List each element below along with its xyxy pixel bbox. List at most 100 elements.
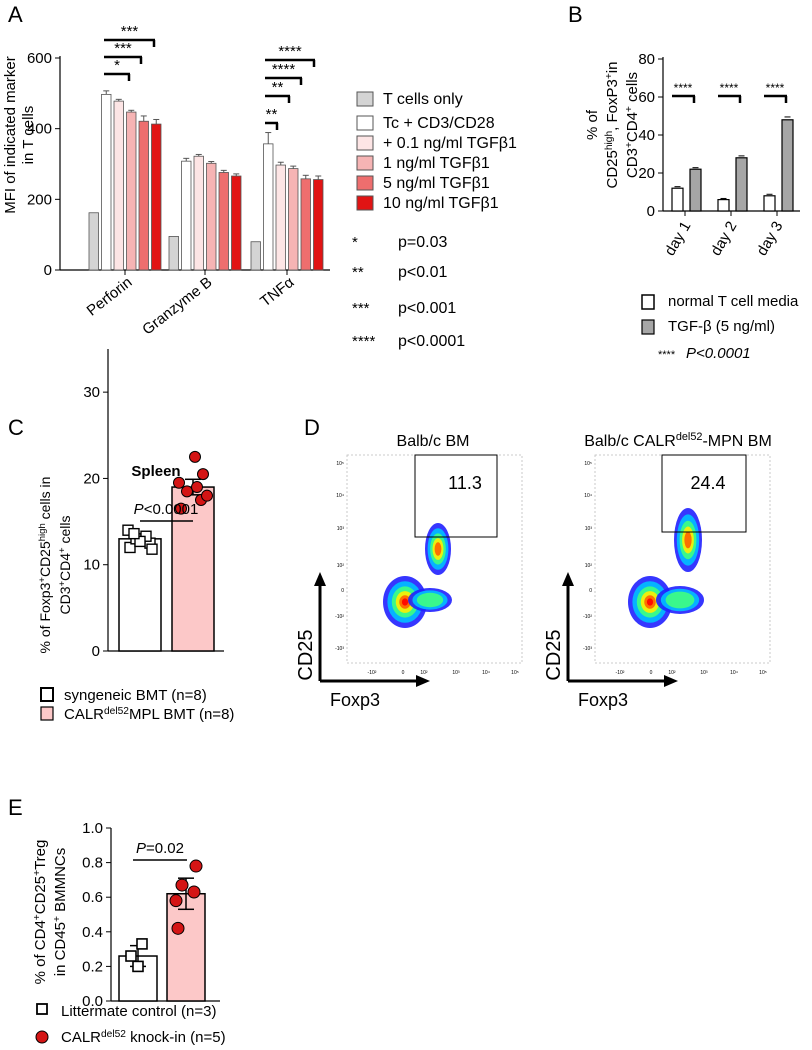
d-y-tick-label: 0 <box>341 588 344 594</box>
a-legend-swatch <box>356 91 374 107</box>
c-data-point <box>191 481 203 494</box>
c-y-tick-label: 20 <box>83 470 100 487</box>
panel-label-c: C <box>8 415 24 440</box>
c-y-label-1: % of Foxp3+CD25high cells in <box>37 477 54 654</box>
a-y-tick-label: 600 <box>27 50 52 67</box>
a-x-tick-label: Granzyme B <box>139 274 215 339</box>
c-y-tick-label: 0 <box>92 643 100 660</box>
c-y-tick-label: 30 <box>83 384 100 401</box>
b-legend-swatch <box>641 319 655 335</box>
d-density-contour <box>665 591 695 609</box>
panel-label-d: D <box>304 415 320 440</box>
a-pvalue-key-stars: **** <box>352 333 376 350</box>
a-legend-label: Tc + CD3/CD28 <box>383 115 495 132</box>
e-data-point <box>169 894 183 908</box>
d-y-tick-label: 10³ <box>585 526 593 532</box>
a-legend-swatch <box>356 175 374 191</box>
b-y-label-2: CD25high, FoxP3+in <box>604 62 622 189</box>
d-x-tick-label: 0 <box>650 670 653 676</box>
a-significance-stars: ** <box>272 79 284 96</box>
e-legend-marker <box>35 1030 49 1044</box>
a-pvalue-key-stars: *** <box>352 300 370 317</box>
c-data-point <box>124 541 136 554</box>
a-bar <box>126 111 137 271</box>
e-legend-label: Littermate control (n=3) <box>61 1003 217 1020</box>
d-x-tick-label: 10⁴ <box>730 670 738 676</box>
c-bar <box>171 486 215 652</box>
d-x-tick-label: 10³ <box>700 670 708 676</box>
b-y-tick-label: 20 <box>638 165 655 182</box>
a-pvalue-key-text: p<0.0001 <box>398 333 465 350</box>
a-legend-label: 5 ng/ml TGFβ1 <box>383 175 490 192</box>
b-bar <box>781 119 794 212</box>
d-x-arrowhead <box>664 675 678 687</box>
d-x-tick-label: 10³ <box>452 670 460 676</box>
e-data-point <box>189 859 203 873</box>
a-significance-stars: * <box>114 57 120 74</box>
b-bar <box>735 157 748 212</box>
a-significance-stars: *** <box>114 40 132 57</box>
a-y-label: MFI of indicated marker <box>2 56 19 214</box>
b-x-tick-label: day 2 <box>707 219 740 259</box>
b-bar <box>671 187 684 212</box>
d-y-tick-label: 10⁴ <box>584 493 592 499</box>
d-y-tick-label: 0 <box>589 588 592 594</box>
a-legend-swatch <box>356 155 374 171</box>
a-bar <box>168 236 179 271</box>
a-bar <box>206 162 217 271</box>
d-x-tick-label: -10² <box>616 670 625 676</box>
c-data-point <box>181 485 193 498</box>
a-y-tick-label: 0 <box>44 262 52 279</box>
b-y-label-3: CD3+CD4+ cells <box>624 72 642 178</box>
c-data-point <box>189 450 201 463</box>
e-data-point <box>125 950 137 962</box>
a-significance-stars: **** <box>272 61 296 78</box>
a-bar <box>218 172 229 271</box>
b-significance-stars: **** <box>674 81 693 95</box>
e-legend-marker <box>36 1003 48 1015</box>
c-title: Spleen <box>131 463 180 480</box>
c-legend-label: syngeneic BMT (n=8) <box>64 687 207 704</box>
b-y-tick-label: 0 <box>647 203 655 220</box>
d-y-tick-label: -10³ <box>335 646 344 652</box>
c-legend-swatch <box>40 706 54 721</box>
a-bar <box>275 164 286 271</box>
a-bar <box>288 168 299 271</box>
a-pvalue-key-text: p<0.01 <box>398 264 447 281</box>
a-legend-label: T cells only <box>383 91 463 108</box>
a-bar <box>313 179 324 271</box>
b-legend-label: TGF-β (5 ng/ml) <box>668 318 775 335</box>
a-legend-swatch <box>356 115 374 131</box>
b-pvalue-note: P<0.0001 <box>686 345 751 362</box>
a-bar <box>138 120 149 271</box>
e-data-point <box>132 960 144 973</box>
c-y-tick-label: 10 <box>83 557 100 574</box>
d-density-contour <box>646 598 654 606</box>
a-pvalue-key-stars: ** <box>352 264 364 281</box>
e-y-label-2: in CD45+ BMMNCs <box>52 848 70 976</box>
d-x-tick-label: 10⁵ <box>511 670 519 676</box>
b-bar <box>717 199 730 212</box>
d-y-arrowhead <box>562 572 574 586</box>
d-gate <box>414 454 498 538</box>
e-y-tick-label: 0.8 <box>82 855 103 872</box>
b-bar <box>689 168 702 212</box>
e-data-point <box>136 938 148 950</box>
a-bar <box>263 143 274 271</box>
b-y-tick-label: 80 <box>638 51 655 68</box>
d-x-tick-label: -10² <box>368 670 377 676</box>
d-gate <box>661 454 747 533</box>
a-bar <box>231 175 242 271</box>
d-y-tick-label: 10⁵ <box>336 461 344 467</box>
c-data-point <box>128 527 140 540</box>
b-significance-stars: **** <box>720 81 739 95</box>
a-pvalue-key-text: p<0.001 <box>398 300 456 317</box>
c-data-point <box>173 476 185 489</box>
b-y-label-1: % of <box>584 109 601 140</box>
d-density-contour <box>401 598 409 606</box>
a-pvalue-key-stars: * <box>352 234 358 251</box>
d-plot-title: Balb/c CALRdel52-MPN BM <box>584 431 772 450</box>
d-x-tick-label: 10⁵ <box>759 670 767 676</box>
a-bar <box>113 100 124 271</box>
d-y-label: CD25 <box>295 629 317 680</box>
